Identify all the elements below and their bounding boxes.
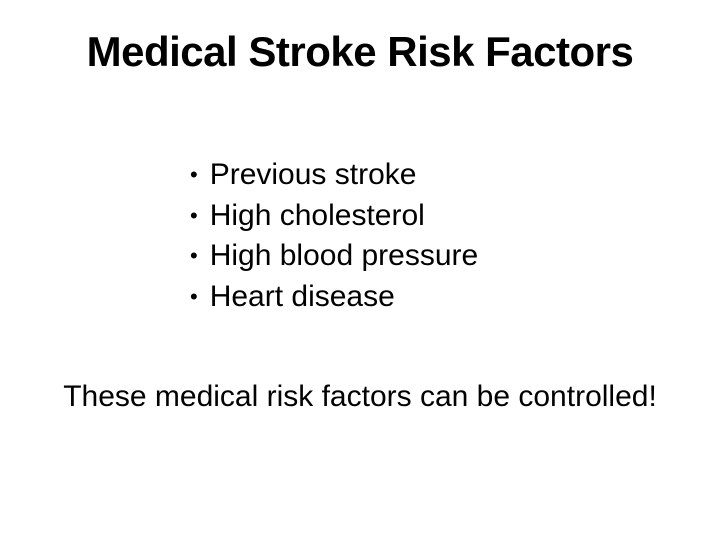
footer-text: These medical risk factors can be contro… — [0, 380, 720, 414]
bullet-text: High blood pressure — [210, 236, 479, 277]
bullet-item: • Previous stroke — [190, 155, 478, 196]
bullet-text: Previous stroke — [210, 155, 417, 196]
bullet-item: • High blood pressure — [190, 236, 478, 277]
bullet-icon: • — [190, 282, 198, 312]
bullet-icon: • — [190, 241, 198, 271]
bullet-item: • High cholesterol — [190, 196, 478, 237]
bullet-icon: • — [190, 201, 198, 231]
bullet-item: • Heart disease — [190, 277, 478, 318]
bullet-text: High cholesterol — [210, 196, 425, 237]
slide-title: Medical Stroke Risk Factors — [0, 28, 720, 76]
bullet-text: Heart disease — [210, 277, 395, 318]
bullet-list: • Previous stroke • High cholesterol • H… — [190, 155, 478, 317]
bullet-icon: • — [190, 160, 198, 190]
